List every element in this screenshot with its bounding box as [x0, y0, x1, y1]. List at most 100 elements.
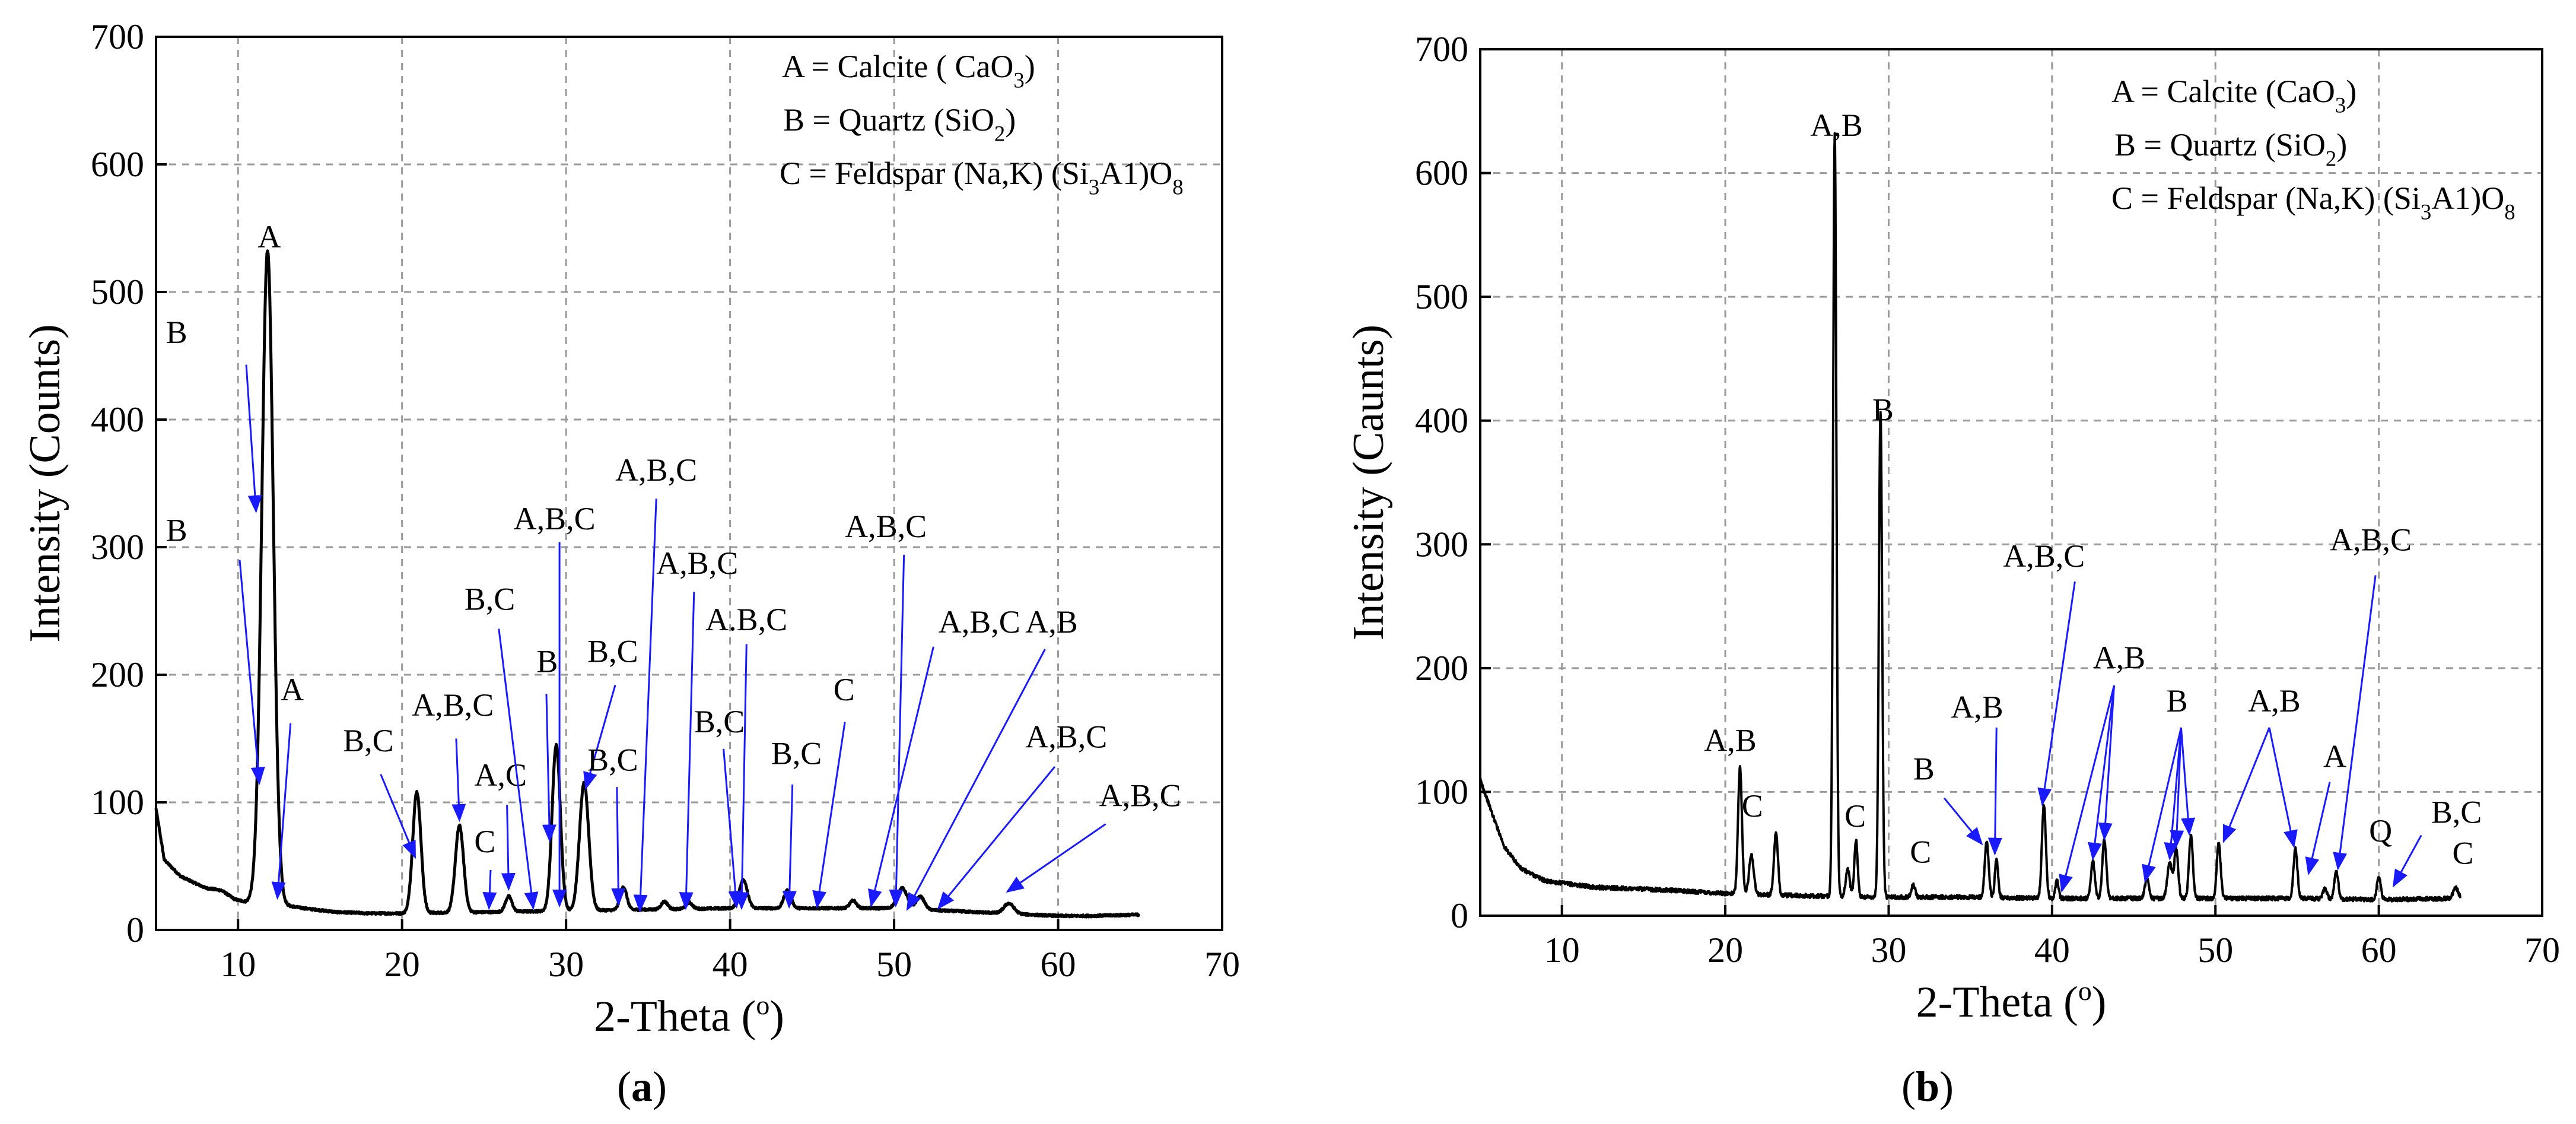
annotation-arrow: [380, 774, 416, 859]
annotation-arrow: [2088, 685, 2115, 861]
grid-a: [156, 37, 1222, 930]
legend-entry: C = Feldspar (Na,K) (Si3A1)O8: [2111, 180, 2515, 224]
annotation-arrow: [482, 869, 497, 910]
peak-annotation-label: A,B: [1951, 689, 2003, 725]
annotation-arrow: [2142, 727, 2182, 883]
x-tick-label: 30: [548, 945, 584, 984]
peak-annotation-label: C: [2453, 835, 2474, 871]
x-tick-label: 50: [876, 945, 912, 984]
annotation-arrow: [812, 722, 846, 909]
annotations-b: A,B B A,B C C C A,B B A,B,C A,B B A,B A A,B,C Q B,C C: [1704, 107, 2482, 893]
caption-a-letter: a: [631, 1063, 653, 1110]
peak-annotation-label: A: [257, 219, 281, 255]
grid-b: [1480, 49, 2542, 916]
caption-b: (b): [1901, 1063, 1954, 1110]
annotation-arrow: [611, 787, 626, 906]
legend-entry: B = Quartz (SiO2): [2114, 127, 2347, 170]
caption-a: (a): [617, 1063, 667, 1110]
x-tick-label: 60: [2361, 931, 2397, 970]
peak-annotation-label: Q: [2369, 813, 2392, 849]
annotation-arrow: [245, 364, 262, 513]
peak-annotation-label: A,B,C: [412, 687, 494, 723]
x-axis-label-a: 2-Theta (o): [594, 990, 784, 1041]
peak-annotation-label: A,B,C: [514, 501, 596, 536]
annotation-arrow: [583, 684, 616, 790]
y-tick-label: 600: [1415, 154, 1468, 193]
annotation-arrow: [238, 560, 265, 785]
annotation-arrow: [633, 499, 657, 913]
peak-annotation-label: A,B: [2093, 640, 2146, 675]
peak-annotation-label: A: [2323, 739, 2346, 774]
x-tick-label: 50: [2197, 931, 2233, 970]
peak-annotation-label: A,B,C: [1025, 719, 1107, 755]
x-tick-label: 60: [1041, 945, 1076, 984]
legend-a: A = Calcite ( CaO3) B = Quartz (SiO2) C = …: [780, 49, 1184, 199]
xrd-pattern-line-a: [154, 249, 1141, 919]
peak-annotation-label: B: [1872, 392, 1894, 428]
peak-annotation-label: B,C: [343, 723, 394, 758]
peak-annotation-label: A,B,C: [845, 509, 927, 544]
y-axis-label-a: Intensity (Counts): [21, 324, 69, 642]
peak-annotation-label: A,B: [1025, 604, 1078, 640]
peak-annotation-label: A,B,C: [939, 604, 1020, 640]
peak-annotation-label: B,C: [694, 704, 745, 739]
annotation-arrow: [679, 592, 695, 910]
peak-annotation-label: C: [474, 824, 495, 859]
annotation-arrow: [498, 628, 539, 910]
y-tick-label: 200: [1415, 649, 1468, 688]
peak-annotation-label: A,B,C: [656, 545, 738, 581]
xrd-pattern-line-b: [1479, 132, 2461, 903]
plot-frame-a: [155, 36, 1223, 931]
peak-annotation-label: A.B,C: [705, 602, 787, 637]
peak-annotation-label: A,B,C: [615, 452, 697, 488]
annotation-arrow: [2059, 685, 2115, 893]
peak-annotation-label: A,B,C: [2330, 522, 2412, 558]
x-tick-label: 70: [2524, 931, 2560, 970]
annotation-arrow: [889, 554, 905, 908]
annotation-arrow: [1006, 823, 1106, 893]
peak-annotation-label: B,C: [771, 736, 822, 771]
annotation-arrow: [451, 738, 466, 823]
annotation-arrow: [2180, 727, 2196, 836]
annotation-arrow: [782, 784, 797, 909]
peak-annotation-label: B: [166, 512, 187, 548]
annotation-arrow: [734, 644, 749, 910]
x-tick-label: 40: [713, 945, 748, 984]
peak-annotation-label: A,B,C: [2003, 538, 2085, 574]
caption-b-letter: b: [1915, 1063, 1940, 1110]
legend-b: A = Calcite (CaO3) B = Quartz (SiO2) C = F…: [2111, 74, 2515, 224]
annotation-arrow: [2268, 727, 2298, 849]
y-tick-label: 500: [1415, 277, 1468, 316]
x-tick-label: 30: [1871, 931, 1906, 970]
annotation-arrow: [2170, 727, 2184, 849]
annotation-arrow: [937, 766, 1056, 910]
legend-entry: A = Calcite (CaO3): [2111, 74, 2356, 117]
y-tick-label: 300: [1415, 525, 1468, 564]
annotation-arrow: [2333, 575, 2377, 871]
peak-annotation-label: A,B,C: [1099, 777, 1181, 813]
y-tick-label: 300: [91, 528, 144, 567]
x-tick-label: 40: [2034, 931, 2070, 970]
plot-frame-b: [1479, 48, 2543, 917]
peak-annotation-label: A,B: [1810, 107, 1863, 143]
annotation-arrow: [723, 748, 743, 909]
x-tick-label: 70: [1204, 945, 1240, 984]
x-tick-label: 20: [384, 945, 420, 984]
annotation-arrow: [542, 694, 556, 843]
annotation-arrow: [906, 649, 1046, 912]
peak-annotation-label: B,C: [2431, 795, 2482, 830]
legend-entry: C = Feldspar (Na,K) (Si3A1)O8: [780, 155, 1184, 199]
x-tick-label: 20: [1707, 931, 1743, 970]
y-tick-label: 200: [91, 655, 144, 694]
peak-annotation-label: B,C: [587, 742, 638, 777]
x-tick-label: 10: [220, 945, 256, 984]
annotation-arrow: [2392, 834, 2422, 888]
peak-annotation-label: B: [1913, 751, 1935, 787]
peak-annotation-label: B: [2167, 683, 2188, 719]
peak-annotation-label: B: [536, 644, 558, 680]
chart-a: 10 20 30 40 50 60 7001002003004005006007002-Th…: [21, 17, 1240, 1041]
y-tick-label: 400: [1415, 401, 1468, 440]
